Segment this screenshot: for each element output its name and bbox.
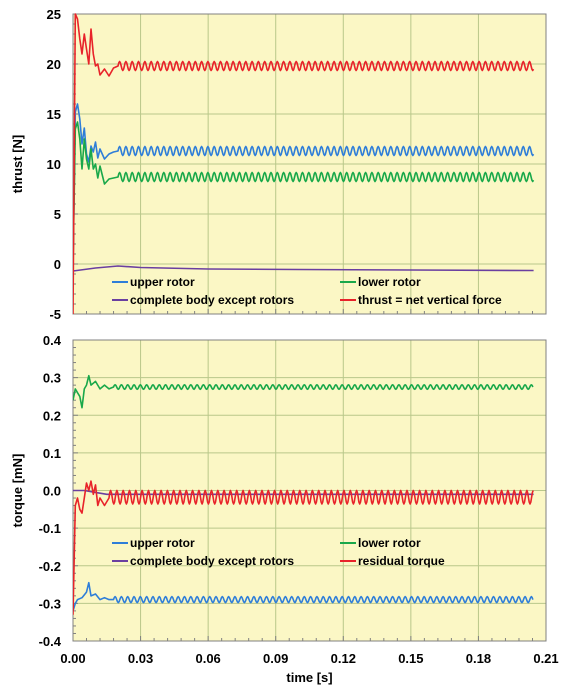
x-tick-label: 0.21 [533, 651, 558, 666]
x-axis-label: time [s] [286, 670, 332, 685]
legend-label: complete body except rotors [130, 554, 294, 568]
y-tick-label: -0.4 [39, 634, 62, 649]
series-line-thrust-net-vertical-force [73, 13, 535, 315]
x-tick-label: 0.18 [466, 651, 491, 666]
legend-item: upper rotor [112, 536, 195, 550]
y-tick-label: 0.4 [43, 333, 62, 348]
legend-label: lower rotor [358, 536, 421, 550]
y-axis-label: torque [mN] [10, 454, 25, 528]
y-tick-label: -0.1 [39, 521, 61, 536]
x-tick-label: 0.06 [195, 651, 220, 666]
y-tick-label: 0.2 [43, 408, 61, 423]
legend-label: complete body except rotors [130, 293, 294, 307]
x-tick-label: 0.15 [398, 651, 423, 666]
x-tick-label: 0.09 [263, 651, 288, 666]
y-tick-label: 20 [47, 57, 61, 72]
y-tick-label: -0.3 [39, 596, 61, 611]
y-tick-label: -0.2 [39, 559, 61, 574]
y-axis-label: thrust [N] [10, 135, 25, 194]
y-tick-label: 10 [47, 157, 61, 172]
legend-item: upper rotor [112, 275, 195, 289]
series-line-upper-rotor [73, 103, 535, 267]
legend-item: lower rotor [340, 275, 421, 289]
y-tick-label: 0.3 [43, 371, 61, 386]
series-line-lower-rotor [73, 121, 535, 267]
legend-label: upper rotor [130, 536, 195, 550]
series-group [73, 374, 534, 615]
legend-item: residual torque [340, 554, 445, 568]
x-tick-label: 0.03 [128, 651, 153, 666]
legend-label: upper rotor [130, 275, 195, 289]
series-group [73, 13, 535, 315]
y-tick-label: 0.0 [43, 484, 61, 499]
x-tick-label: 0.12 [331, 651, 356, 666]
panel-2: -0.4 -0.3 -0.2 -0.1 0.0 0.1 0.2 0.3 0.4 0.00 0.03 0… [10, 333, 559, 685]
legend-item: lower rotor [340, 536, 421, 550]
y-tick-label: 15 [47, 107, 61, 122]
y-tick-label: -5 [49, 307, 61, 322]
series-line-lower-rotor [73, 374, 534, 409]
plot-frame [72, 13, 547, 315]
y-tick-label: 0.1 [43, 446, 61, 461]
y-tick-label: 25 [47, 7, 61, 22]
series-line-complete-body-except-rotors [73, 265, 534, 272]
series-line-upper-rotor [73, 581, 534, 612]
legend-item: complete body except rotors [112, 293, 294, 307]
panel-1: -5 0 5 10 15 20 25 thrust [N] upper rotor lower r… [10, 7, 547, 322]
legend-label: residual torque [358, 554, 445, 568]
x-tick-label: 0.00 [60, 651, 85, 666]
y-tick-label: 5 [54, 207, 61, 222]
y-tick-label: 0 [54, 257, 61, 272]
series-line-residual-torque [73, 480, 534, 615]
legend-label: thrust = net vertical force [358, 293, 502, 307]
legend-item: thrust = net vertical force [340, 293, 502, 307]
legend-label: lower rotor [358, 275, 421, 289]
legend-item: complete body except rotors [112, 554, 294, 568]
